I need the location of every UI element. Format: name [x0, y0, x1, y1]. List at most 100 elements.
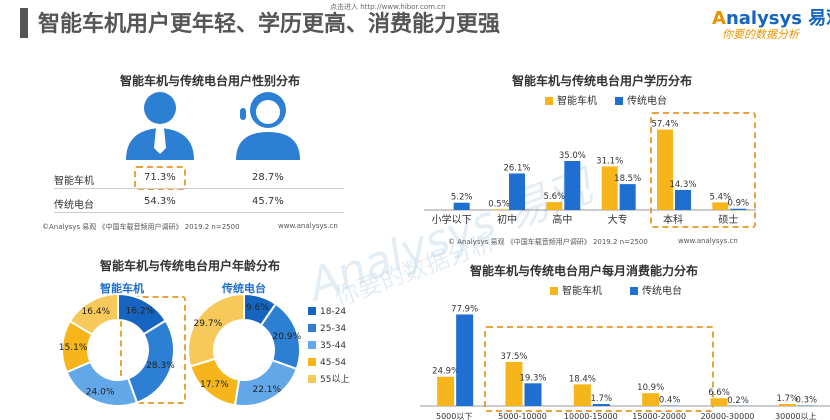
- bar-radio: [524, 383, 542, 406]
- x-tick-label: 本科: [663, 213, 683, 226]
- data-label: 0.3%: [796, 396, 818, 406]
- data-label: 26.1%: [503, 163, 530, 173]
- x-tick-label: 10000-15000: [564, 412, 618, 420]
- slice-label: 24.0%: [86, 387, 115, 397]
- data-label: 19.3%: [519, 373, 546, 383]
- age-panel-title: 智能车机与传统电台用户年龄分布: [100, 259, 281, 273]
- legend-label: 45-54: [320, 358, 346, 368]
- gender-female-value: 28.7%: [252, 172, 284, 183]
- gender-male-value: 54.3%: [144, 196, 176, 207]
- bar-radio: [730, 208, 747, 210]
- spend-legend-radio: 传统电台: [630, 282, 682, 297]
- slice-label: 17.7%: [200, 380, 229, 390]
- slice-label: 16.2%: [126, 307, 155, 317]
- data-label: 31.1%: [596, 156, 623, 166]
- bar-smart: [712, 202, 729, 210]
- data-label: 24.9%: [432, 367, 459, 377]
- x-tick-label: 初中: [497, 213, 517, 226]
- x-tick-label: 高中: [552, 213, 572, 226]
- bar-radio: [453, 202, 470, 210]
- spend-legend-radio-swatch: [630, 287, 638, 295]
- data-label: 0.2%: [727, 396, 749, 406]
- bar-smart: [437, 376, 455, 406]
- x-tick-label: 5000-10000: [498, 412, 547, 420]
- data-label: 6.6%: [708, 388, 730, 398]
- slice-label: 20.9%: [273, 332, 302, 342]
- edu-legend-radio-label: 传统电台: [627, 96, 667, 107]
- spend-legend-smart: 智能车机: [550, 282, 602, 297]
- bar-smart: [505, 361, 523, 406]
- data-label: 5.2%: [451, 193, 473, 203]
- edu-site: www.analysys.cn: [678, 237, 738, 245]
- highlight-frame-edu: [650, 112, 756, 228]
- data-label: 57.4%: [651, 120, 678, 130]
- x-tick-label: 硕士: [718, 213, 738, 226]
- legend-label: 25-34: [320, 324, 346, 334]
- data-label: 18.4%: [569, 374, 596, 384]
- source-url[interactable]: 点击进入 http://www.hibor.com.cn: [330, 3, 446, 11]
- spend-panel-title: 智能车机与传统电台用户每月消费能力分布: [470, 264, 699, 278]
- edu-legend-radio: 传统电台: [615, 92, 667, 107]
- female-user-icon: [236, 92, 300, 160]
- bar-radio: [564, 161, 581, 210]
- highlight-frame-spend: [484, 326, 714, 412]
- gender-site: www.analysys.cn: [278, 222, 338, 230]
- title-accent-bar: [20, 8, 28, 38]
- bar-smart: [546, 202, 563, 210]
- data-label: 0.4%: [659, 396, 681, 406]
- x-tick-label: 小学以下: [432, 213, 472, 226]
- data-label: 0.9%: [728, 199, 750, 209]
- data-label: 35.0%: [559, 151, 586, 161]
- donut-slice: [68, 292, 119, 336]
- logo-text: nalysys 易观: [725, 8, 830, 29]
- slice-label: 29.7%: [194, 319, 223, 329]
- donut-slice: [187, 292, 245, 368]
- page-title: 智能车机用户更年轻、学历更高、消费能力更强: [38, 12, 501, 37]
- age-smart-label: 智能车机: [100, 282, 144, 295]
- slice-label: 15.1%: [59, 343, 88, 353]
- analysys-logo: Analysys 易观: [712, 4, 830, 30]
- data-label: 5.6%: [544, 192, 566, 202]
- data-label: 5.4%: [710, 192, 732, 202]
- data-label: 1.7%: [591, 394, 613, 404]
- data-label: 0.5%: [488, 199, 510, 209]
- spend-legend-smart-label: 智能车机: [562, 286, 602, 297]
- legend-label: 18-24: [320, 307, 346, 317]
- slice-label: 22.1%: [252, 385, 281, 395]
- data-label: 14.3%: [669, 180, 696, 190]
- data-label: 18.5%: [614, 174, 641, 184]
- gender-panel-title: 智能车机与传统电台用户性别分布: [120, 74, 301, 88]
- x-tick-label: 大专: [608, 213, 628, 226]
- edu-legend-smart-label: 智能车机: [557, 96, 597, 107]
- legend-swatch: [308, 324, 316, 332]
- highlight-frame-gender: [134, 166, 186, 190]
- spend-legend-radio-label: 传统电台: [642, 286, 682, 297]
- divider: [54, 212, 344, 213]
- logo-slogan: 你要的数据分析: [722, 28, 799, 41]
- gender-male-value: 71.3%: [144, 172, 176, 183]
- spend-bar-chart: 24.9% 77.9% 5000以下 37.5% 19.3% 5000-10000 18.4…: [420, 304, 830, 420]
- edu-bar-chart: 5.2% 小学以下 0.5% 26.1% 初中 5.6% 35.0% 高中 31.1% 18.5%…: [424, 120, 756, 226]
- bar-smart: [601, 166, 618, 210]
- legend-swatch: [308, 375, 316, 383]
- x-tick-label: 15000-20000: [632, 412, 686, 420]
- legend-label: 35-44: [320, 341, 346, 351]
- gender-row-label: 智能车机: [54, 176, 94, 187]
- male-user-icon: [126, 92, 194, 160]
- slice-label: 16.4%: [82, 307, 111, 317]
- age-radio-label: 传统电台: [222, 282, 266, 295]
- bar-radio: [592, 404, 610, 406]
- donut-slice: [233, 358, 298, 407]
- age-donut-charts: 16.2% 28.3% 24.0% 15.1% 16.4% 9.6% 20.9% 22.1% 1…: [59, 292, 349, 407]
- slice-label: 28.3%: [146, 361, 175, 371]
- edu-legend-radio-swatch: [615, 97, 623, 105]
- edu-legend-smart: 智能车机: [545, 92, 597, 107]
- legend-swatch: [308, 358, 316, 366]
- gender-row-label: 传统电台: [54, 200, 94, 211]
- bar-radio: [619, 184, 636, 210]
- data-label: 1.7%: [777, 394, 799, 404]
- data-label: 77.9%: [451, 304, 478, 314]
- bar-radio: [456, 314, 474, 406]
- legend-label: 55以上: [320, 374, 349, 385]
- divider: [54, 188, 344, 189]
